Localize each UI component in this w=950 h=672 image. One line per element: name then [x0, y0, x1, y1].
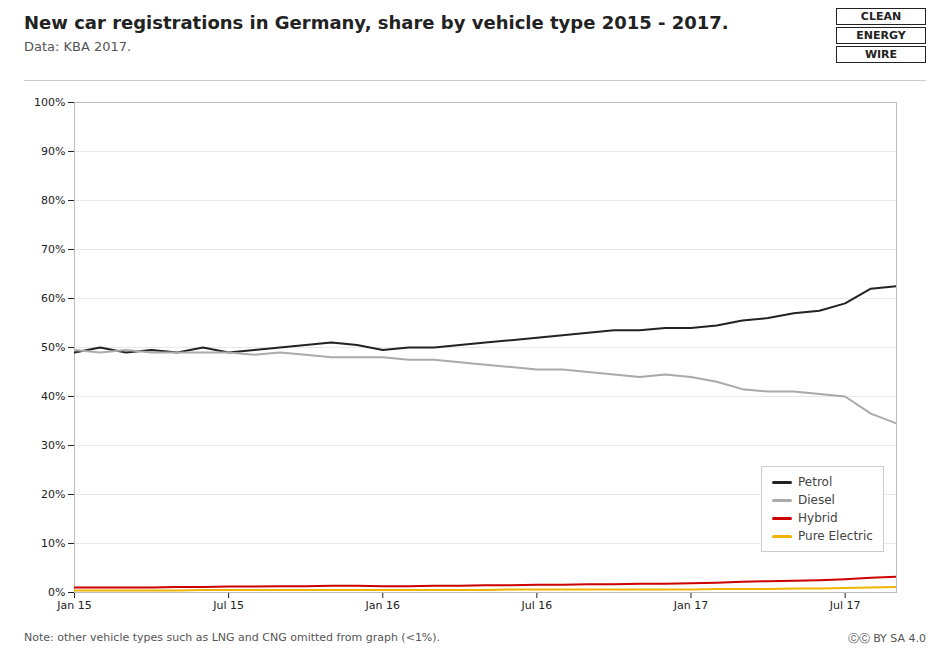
svg-text:40%: 40% [41, 390, 65, 403]
svg-text:Jan 16: Jan 16 [365, 599, 400, 612]
svg-text:30%: 30% [41, 439, 65, 452]
html-text:ⒸⒸ BY SA 4.0: ⒸⒸ BY SA 4.0 [847, 632, 926, 645]
svg-text:Jul 15: Jul 15 [212, 599, 244, 612]
html-text:Note: other vehicle types such: Note: other vehicle types such as LNG an… [24, 631, 441, 644]
html-text:Petrol: Petrol [798, 475, 833, 489]
svg-text:80%: 80% [41, 194, 65, 207]
svg-text:10%: 10% [41, 537, 65, 550]
svg-text:Jul 16: Jul 16 [520, 599, 552, 612]
svg-text:20%: 20% [41, 488, 65, 501]
html-text:Hybrid: Hybrid [798, 511, 838, 525]
html-text:ENERGY: ENERGY [856, 29, 906, 42]
svg-text:70%: 70% [41, 243, 65, 256]
html-text:New car registrations in Germa: New car registrations in Germany, share … [24, 12, 729, 33]
svg-text:100%: 100% [34, 96, 65, 109]
svg-text:50%: 50% [41, 341, 65, 354]
html-text:Pure Electric: Pure Electric [798, 529, 873, 543]
html-text:CLEAN: CLEAN [860, 10, 902, 23]
svg-text:90%: 90% [41, 145, 65, 158]
svg-text:Jul 17: Jul 17 [829, 599, 861, 612]
svg-text:0%: 0% [48, 586, 65, 599]
html-text:WIRE: WIRE [864, 48, 898, 61]
svg-text:60%: 60% [41, 292, 65, 305]
html-text:Diesel: Diesel [798, 493, 835, 507]
html-text:Data: KBA 2017.: Data: KBA 2017. [24, 39, 132, 54]
svg-text:Jan 15: Jan 15 [56, 599, 91, 612]
svg-text:Jan 17: Jan 17 [673, 599, 708, 612]
